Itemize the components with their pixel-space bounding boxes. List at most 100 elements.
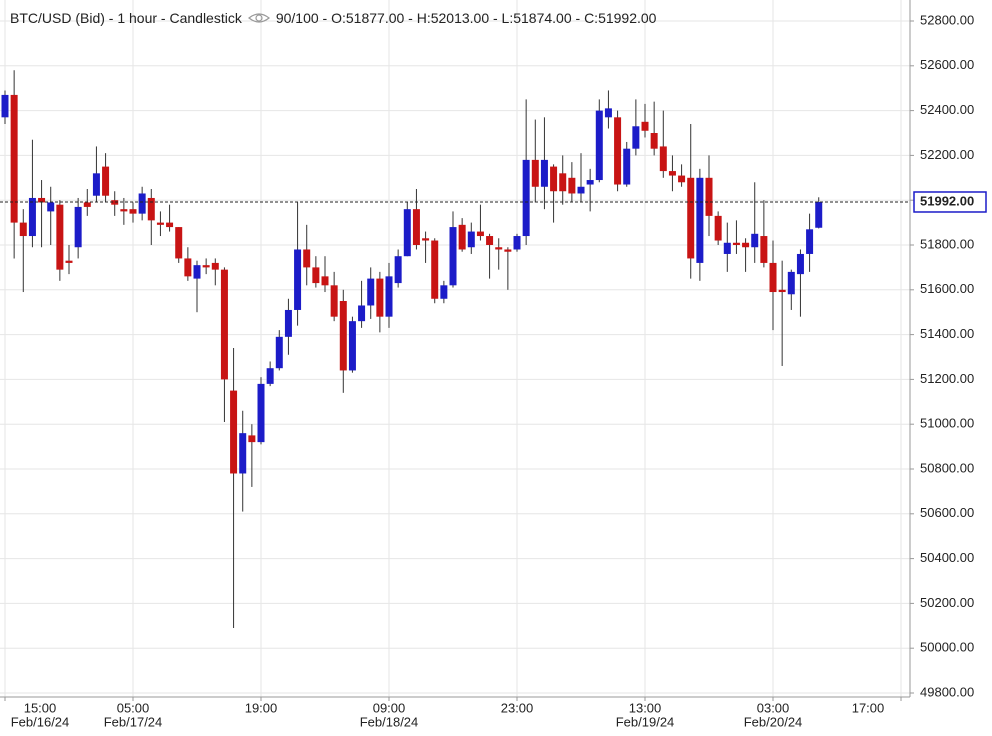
last-price-label: 51992.00: [920, 193, 974, 208]
x-tick-label: 09:00: [373, 700, 406, 715]
candle-body: [129, 209, 137, 214]
candle-body: [787, 271, 795, 295]
candle-body: [38, 197, 46, 203]
candle-body: [1, 94, 9, 118]
candle-body: [476, 231, 484, 237]
y-tick-label: 50800.00: [920, 460, 974, 475]
chart-header: BTC/USD (Bid) - 1 hour - Candlestick 90/…: [10, 10, 656, 26]
candle-body: [202, 265, 210, 268]
candle-body: [147, 197, 155, 221]
candle-body: [714, 215, 722, 241]
candle-body: [47, 202, 55, 212]
candle-body: [385, 276, 393, 317]
candle-body: [220, 269, 228, 380]
eye-icon[interactable]: [247, 11, 270, 25]
candle-body: [330, 285, 338, 317]
candle-body: [687, 177, 695, 259]
candle-body: [102, 166, 110, 196]
candle-body: [111, 200, 119, 205]
candle-body: [796, 253, 804, 275]
x-tick-date: Feb/19/24: [616, 714, 675, 729]
candle-body: [19, 222, 27, 237]
candle-body: [449, 227, 457, 286]
y-tick-label: 52600.00: [920, 57, 974, 72]
x-tick-date: Feb/20/24: [744, 714, 803, 729]
candle-body: [522, 159, 530, 237]
candle-body: [486, 236, 494, 245]
chart-subtitle: 90/100 - O:51877.00 - H:52013.00 - L:518…: [275, 10, 657, 26]
candle-body: [92, 173, 100, 196]
candle-body: [641, 121, 649, 131]
candle-body: [248, 435, 256, 443]
candle-body: [412, 209, 420, 245]
candle-body: [540, 159, 548, 187]
candle-body: [458, 224, 466, 250]
x-tick-label: 19:00: [245, 700, 278, 715]
candle-body: [769, 262, 777, 293]
candle-body: [467, 231, 475, 248]
candle-body: [321, 276, 329, 286]
x-tick-date: Feb/16/24: [11, 714, 70, 729]
x-tick-label: 17:00: [852, 700, 885, 715]
candle-body: [632, 126, 640, 149]
candle-body: [138, 193, 146, 214]
candle-body: [266, 368, 274, 384]
x-tick-label: 03:00: [757, 700, 790, 715]
y-tick-label: 50600.00: [920, 505, 974, 520]
candle-body: [504, 249, 512, 252]
candle-body: [239, 433, 247, 474]
candle-body: [156, 222, 164, 225]
candle-body: [294, 249, 302, 310]
y-tick-label: 51000.00: [920, 416, 974, 431]
candle-body: [358, 305, 366, 322]
candle-body: [577, 186, 585, 194]
y-tick-label: 49800.00: [920, 684, 974, 699]
candle-body: [723, 242, 731, 254]
candle-body: [678, 175, 686, 183]
candle-body: [751, 233, 759, 248]
x-tick-label: 05:00: [117, 700, 150, 715]
candle-body: [604, 108, 612, 118]
candle-body: [742, 242, 750, 248]
candle-body: [586, 180, 594, 185]
candle-body: [284, 309, 292, 337]
candle-body: [806, 229, 814, 254]
candle-body: [659, 146, 667, 172]
x-tick-label: 15:00: [24, 700, 57, 715]
candle-body: [440, 285, 448, 299]
x-tick-date: Feb/17/24: [104, 714, 163, 729]
candle-body: [531, 159, 539, 187]
candle-body: [550, 166, 558, 192]
candle-body: [376, 278, 384, 317]
y-tick-label: 50400.00: [920, 550, 974, 565]
last-price-tag: [913, 191, 987, 213]
candle-body: [732, 242, 740, 245]
candle-body: [312, 267, 320, 284]
candle-body: [303, 249, 311, 268]
candle-body: [10, 94, 18, 223]
candle-body: [230, 390, 238, 474]
candle-body: [211, 262, 219, 270]
x-tick-date: Feb/18/24: [360, 714, 419, 729]
candle-body: [257, 383, 265, 443]
candle-body: [623, 148, 631, 185]
y-tick-label: 52400.00: [920, 102, 974, 117]
candle-body: [74, 206, 82, 248]
candle-body: [175, 227, 183, 259]
candle-body: [513, 236, 521, 250]
candle-body: [668, 171, 676, 176]
candle-body: [120, 209, 128, 212]
candle-body: [778, 289, 786, 293]
candle-body: [760, 236, 768, 263]
y-tick-label: 51400.00: [920, 326, 974, 341]
y-tick-label: 50200.00: [920, 595, 974, 610]
candle-body: [394, 256, 402, 284]
candle-body: [559, 173, 567, 192]
y-tick-label: 51600.00: [920, 281, 974, 296]
candle-body: [65, 260, 73, 263]
candle-body: [650, 133, 658, 149]
candle-body: [367, 278, 375, 306]
x-tick-label: 23:00: [501, 700, 534, 715]
